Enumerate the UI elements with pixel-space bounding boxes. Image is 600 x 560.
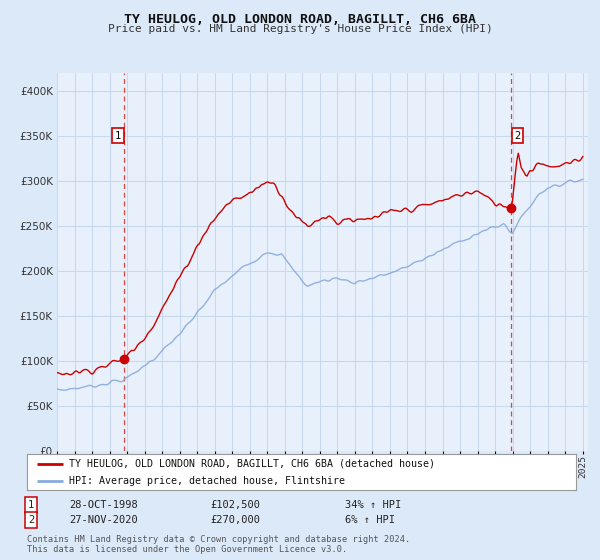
Text: Contains HM Land Registry data © Crown copyright and database right 2024.: Contains HM Land Registry data © Crown c… (27, 535, 410, 544)
Text: Price paid vs. HM Land Registry's House Price Index (HPI): Price paid vs. HM Land Registry's House … (107, 24, 493, 34)
Text: 1: 1 (115, 131, 121, 141)
Text: £270,000: £270,000 (210, 515, 260, 525)
Text: HPI: Average price, detached house, Flintshire: HPI: Average price, detached house, Flin… (69, 476, 345, 486)
Text: 28-OCT-1998: 28-OCT-1998 (69, 500, 138, 510)
Text: This data is licensed under the Open Government Licence v3.0.: This data is licensed under the Open Gov… (27, 545, 347, 554)
Text: TY HEULOG, OLD LONDON ROAD, BAGILLT, CH6 6BA (detached house): TY HEULOG, OLD LONDON ROAD, BAGILLT, CH6… (69, 459, 435, 469)
Text: 27-NOV-2020: 27-NOV-2020 (69, 515, 138, 525)
Text: 1: 1 (28, 500, 34, 510)
Text: TY HEULOG, OLD LONDON ROAD, BAGILLT, CH6 6BA: TY HEULOG, OLD LONDON ROAD, BAGILLT, CH6… (124, 13, 476, 26)
Text: 2: 2 (28, 515, 34, 525)
Text: £102,500: £102,500 (210, 500, 260, 510)
Text: 6% ↑ HPI: 6% ↑ HPI (345, 515, 395, 525)
Text: 2: 2 (514, 131, 521, 141)
Text: 34% ↑ HPI: 34% ↑ HPI (345, 500, 401, 510)
